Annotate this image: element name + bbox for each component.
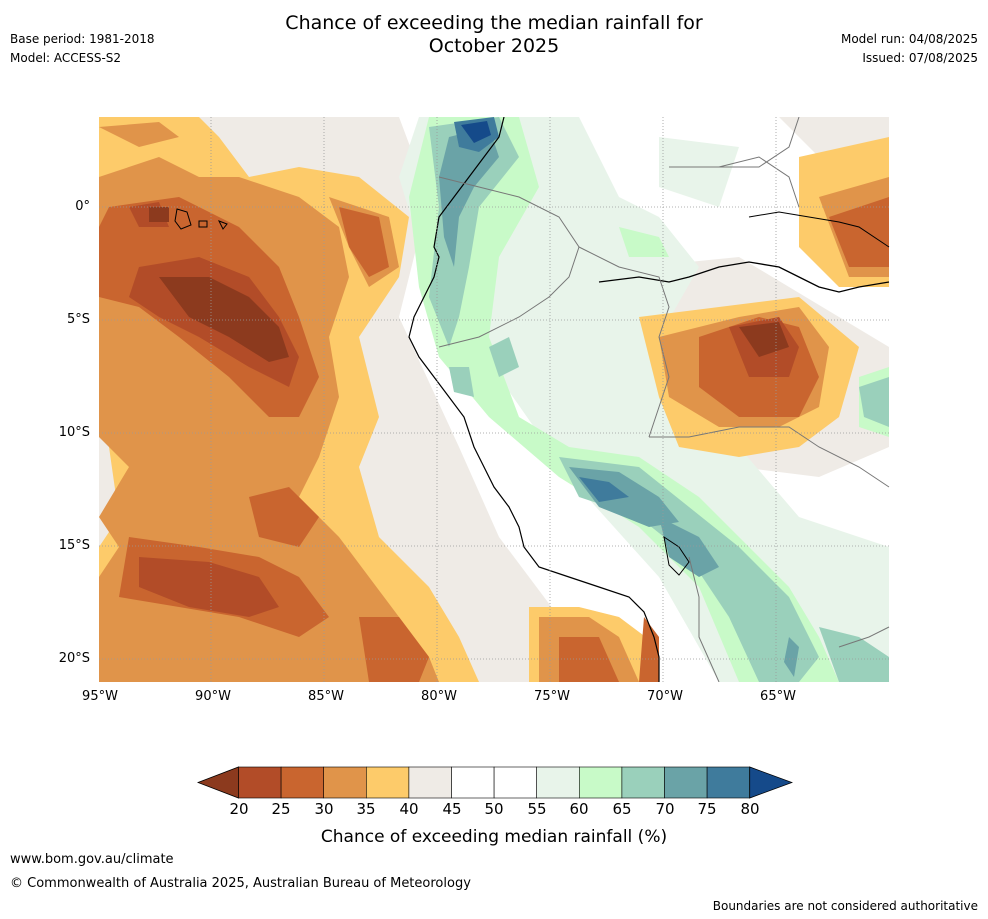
legend-label-25: 25 [271, 800, 291, 818]
legend-label-55: 55 [527, 800, 547, 818]
galapagos-islands [174, 208, 228, 230]
rainfall-map [99, 117, 890, 682]
lat-tick-10s: 10°S [58, 425, 90, 440]
legend-label-40: 40 [399, 800, 419, 818]
title-line-1: Chance of exceeding the median rainfall … [285, 12, 703, 34]
lat-tick-20s: 20°S [58, 651, 90, 666]
legend-swatch [664, 766, 708, 799]
legend-label-80: 80 [740, 800, 760, 818]
legend-swatch [366, 766, 410, 799]
legend-label-70: 70 [655, 800, 675, 818]
lon-tick-75w: 75°W [534, 689, 570, 704]
legend-swatch [578, 766, 623, 799]
country-borders [438, 117, 890, 682]
legend-swatch [280, 766, 324, 799]
lat-tick-0: 0° [75, 199, 90, 214]
legend-arrow-high [749, 766, 793, 799]
legend-swatch [536, 766, 580, 799]
legend-swatch [493, 766, 538, 799]
darkblue-field [461, 121, 491, 143]
legend-label-45: 45 [442, 800, 462, 818]
legend-arrow-low [197, 766, 239, 799]
legend-swatch [621, 766, 665, 799]
lat-tick-5s: 5°S [66, 312, 90, 327]
legend-swatch [408, 766, 452, 799]
river-north [748, 211, 890, 248]
issued-text: Issued: 07/08/2025 [862, 51, 978, 65]
darkest-brown-fields [149, 207, 789, 362]
model-text: Model: ACCESS-S2 [10, 51, 122, 65]
title-line-2: October 2025 [428, 35, 560, 57]
lon-tick-80w: 80°W [421, 689, 457, 704]
legend-colorbar [197, 766, 793, 799]
legend-swatch [238, 766, 282, 799]
coastline [408, 117, 660, 682]
legend-label-20: 20 [229, 800, 249, 818]
legend-swatch [323, 766, 367, 799]
lon-tick-95w: 95°W [82, 689, 118, 704]
base-period-text: Base period: 1981-2018 [10, 32, 155, 46]
lon-tick-90w: 90°W [195, 689, 231, 704]
lake-titicaca [663, 535, 690, 576]
graticule [99, 117, 890, 682]
legend-label-75: 75 [697, 800, 717, 818]
legend-label-60: 60 [569, 800, 589, 818]
legend-title: Chance of exceeding median rainfall (%) [320, 827, 668, 847]
map-title: Chance of exceeding the median rainfall … [0, 12, 988, 58]
model-run-text: Model run: 04/08/2025 [840, 32, 978, 46]
footer-copyright: © Commonwealth of Australia 2025, Austra… [10, 876, 471, 891]
lon-tick-85w: 85°W [308, 689, 344, 704]
footer-disclaimer: Boundaries are not considered authoritat… [712, 899, 978, 913]
lon-tick-70w: 70°W [647, 689, 683, 704]
amazon-river [598, 261, 890, 293]
legend-label-65: 65 [612, 800, 632, 818]
legend-swatch [451, 766, 495, 799]
lat-tick-15s: 15°S [58, 538, 90, 553]
legend-swatch [706, 766, 751, 799]
legend-label-50: 50 [484, 800, 504, 818]
lon-tick-65w: 65°W [760, 689, 796, 704]
legend-label-35: 35 [356, 800, 376, 818]
footer-url: www.bom.gov.au/climate [10, 852, 174, 867]
legend-label-30: 30 [314, 800, 334, 818]
